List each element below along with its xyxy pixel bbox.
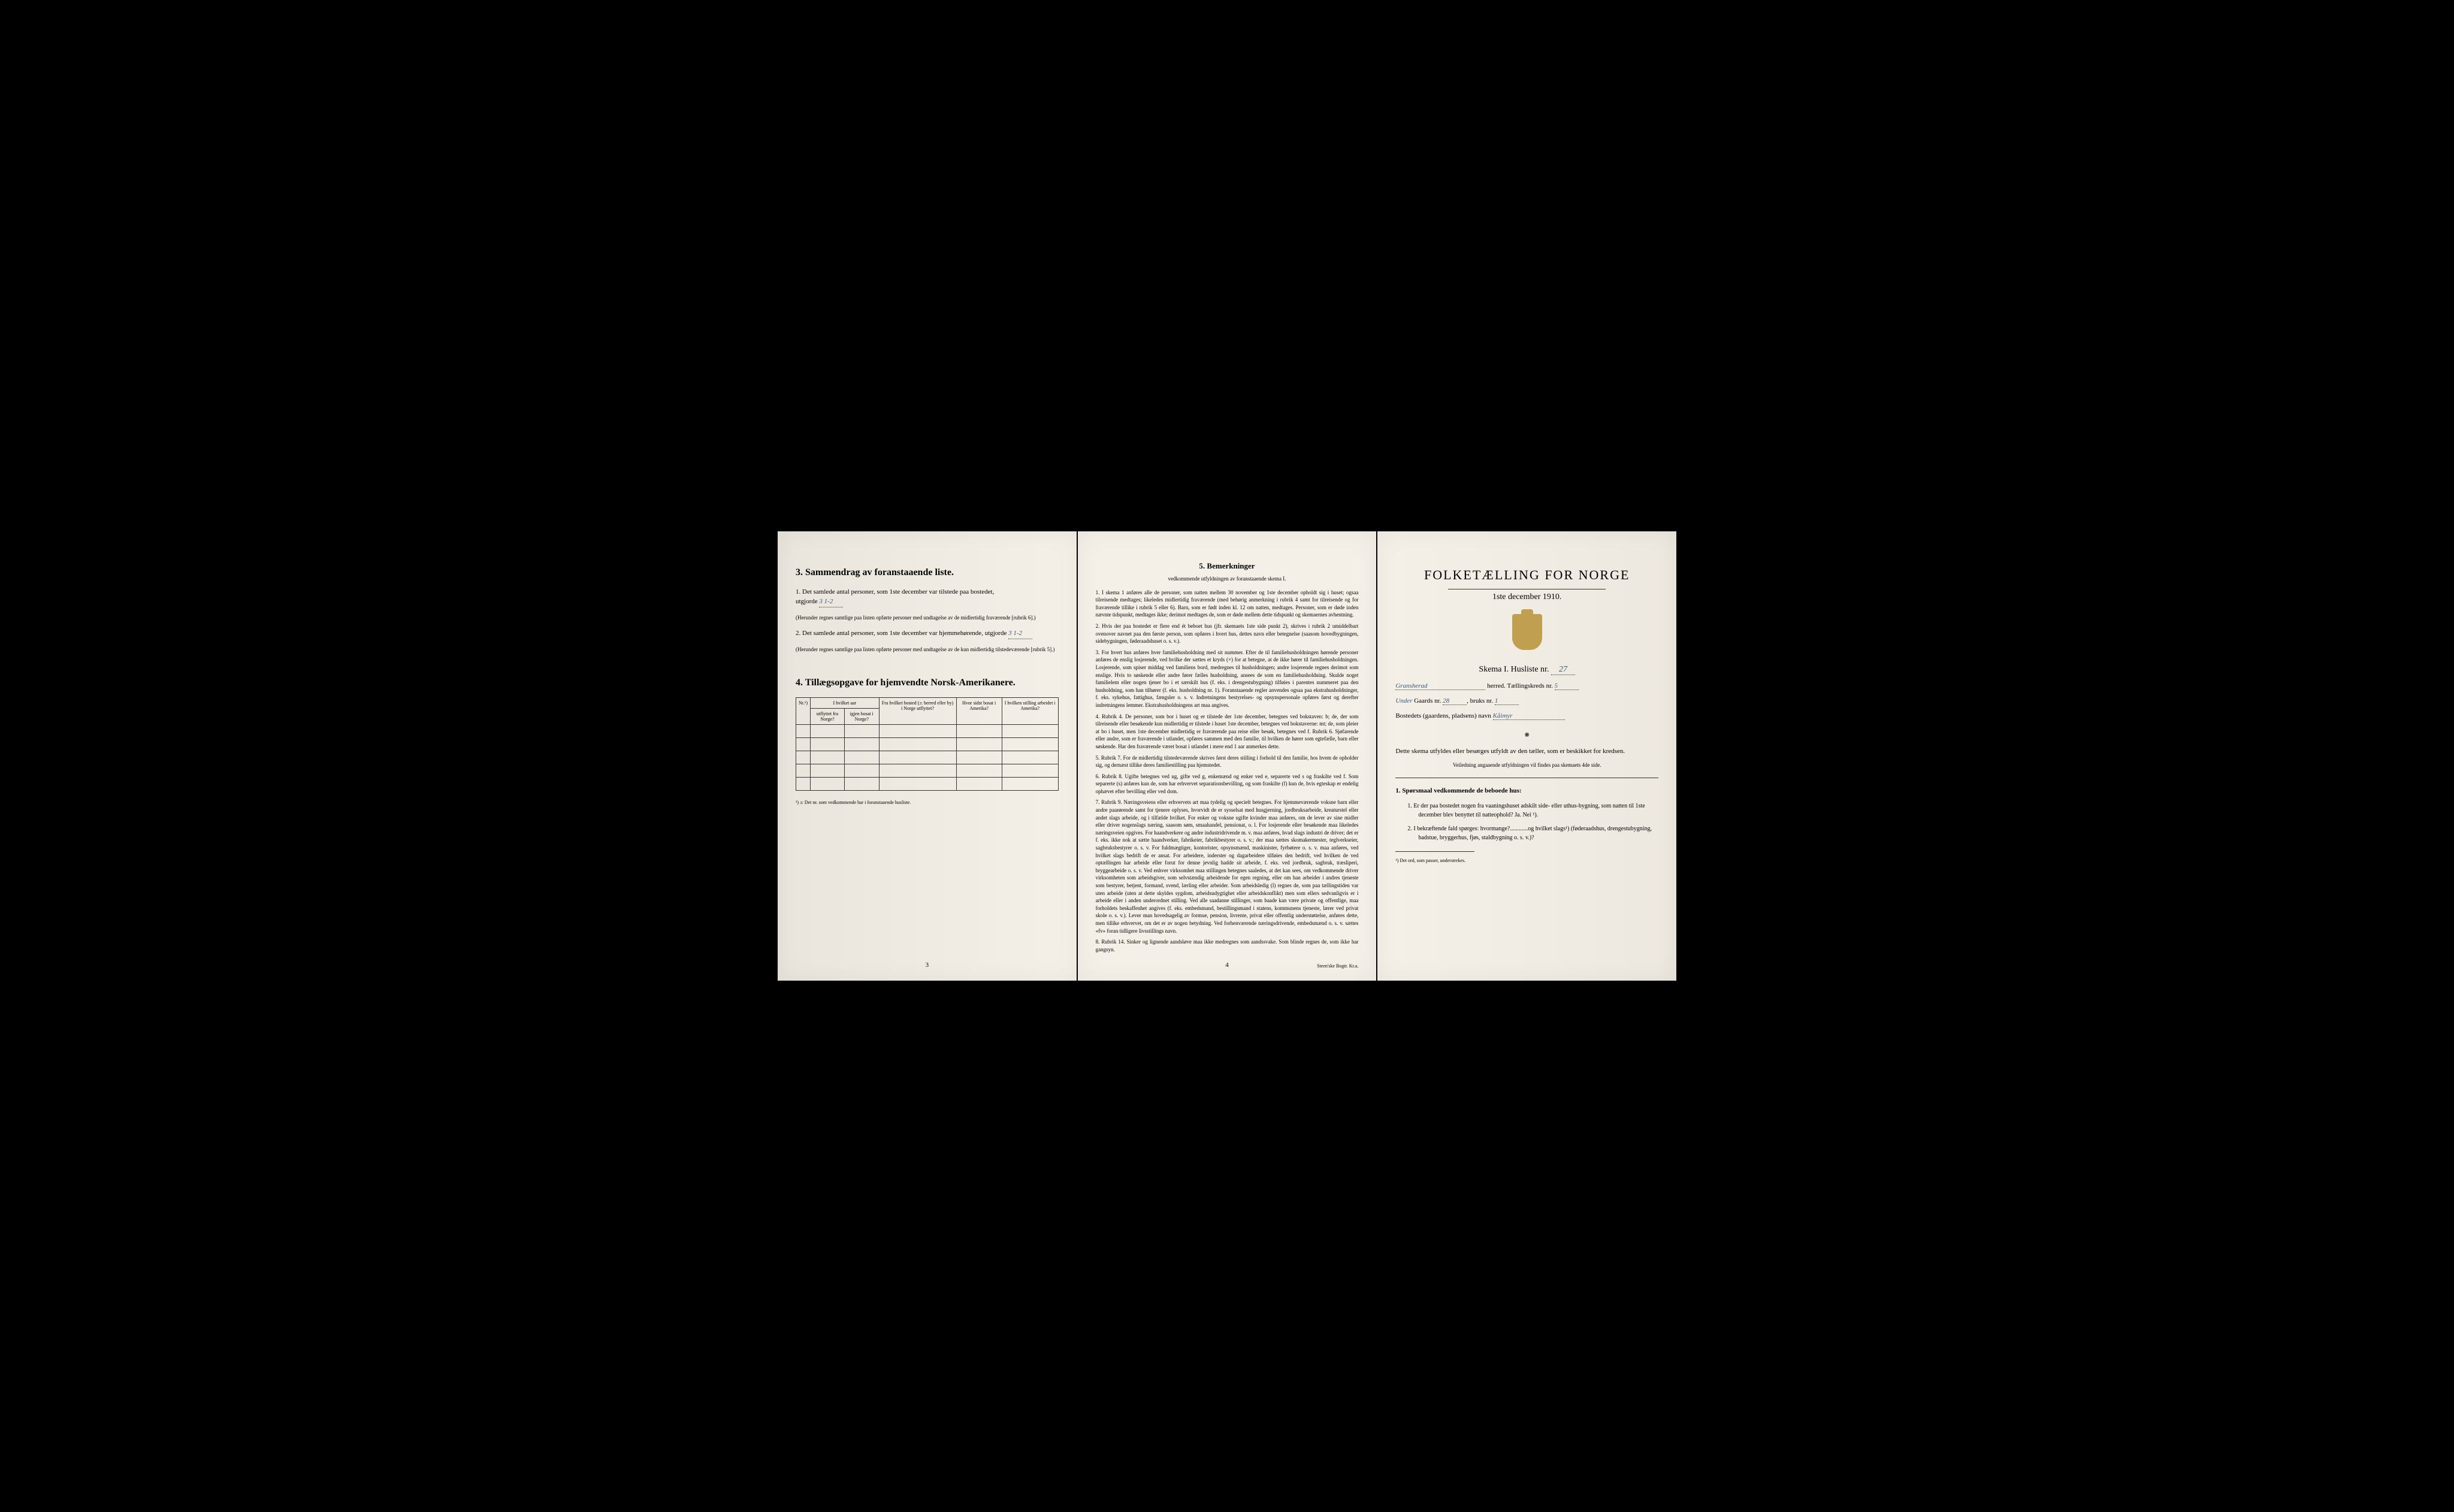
bruks-label: bruks nr. [1470, 697, 1494, 704]
table-row [796, 737, 1059, 751]
remark-7: 7. Rubrik 9. Næringsveiens eller erhverv… [1096, 799, 1359, 935]
page-4: 5. Bemerkninger vedkommende utfyldningen… [1078, 531, 1377, 981]
remark-4: 4. Rubrik 4. De personer, som bor i huse… [1096, 713, 1359, 751]
th-year: I hvilket aar [811, 697, 880, 708]
q1-title: 1. Spørsmaal vedkommende de beboede hus: [1395, 787, 1658, 794]
americans-table: Nr.¹) I hvilket aar Fra hvilket bosted (… [796, 697, 1059, 791]
gaard-prefix: Under [1395, 697, 1412, 704]
bosted-label: Bostedets (gaardens, pladsens) navn [1395, 712, 1491, 719]
th-returned: igjen bosat i Norge? [844, 708, 879, 724]
table-row [796, 764, 1059, 777]
item-2: 2. Det samlede antal personer, som 1ste … [796, 628, 1059, 639]
census-date: 1ste december 1910. [1395, 592, 1658, 602]
remark-1: 1. I skema 1 anføres alle de personer, s… [1096, 589, 1359, 619]
th-where: Hvor sidst bosat i Amerika? [956, 697, 1002, 724]
item2-note: (Herunder regnes samtlige paa listen opf… [796, 646, 1059, 654]
gaard-nr: 28 [1443, 697, 1467, 705]
table-row [796, 777, 1059, 790]
herred-label: herred. Tællingskreds nr. [1487, 682, 1553, 690]
printer-mark: Steen'ske Bogtr. Kr.a. [1317, 963, 1358, 969]
instruction: Dette skema utfyldes eller besørges utfy… [1395, 748, 1658, 755]
bruks-nr: 1 [1495, 697, 1519, 705]
section-3-title: 3. Sammendrag av foranstaaende liste. [796, 567, 1059, 578]
census-document: 3. Sammendrag av foranstaaende liste. 1.… [778, 531, 1676, 981]
question-1: 1. Er der paa bostedet nogen fra vaaning… [1407, 802, 1658, 819]
item-1: 1. Det samlede antal personer, som 1ste … [796, 587, 1059, 607]
th-emigrated: utflyttet fra Norge? [811, 708, 845, 724]
table-row [796, 724, 1059, 737]
remark-5: 5. Rubrik 7. For de midlertidig tilstede… [1096, 754, 1359, 769]
item2-value: 3 1-2 [1008, 628, 1032, 639]
remark-6: 6. Rubrik 8. Ugifte betegnes ved ug, gif… [1096, 773, 1359, 796]
page-title: FOLKETÆLLING FOR NORGE 1ste december 191… [1377, 531, 1676, 981]
remarks-list: 1. I skema 1 anføres alle de personer, s… [1096, 589, 1359, 954]
section-5-subtitle: vedkommende utfyldningen av foranstaaend… [1096, 576, 1359, 582]
section-4-title: 4. Tillægsopgave for hjemvendte Norsk-Am… [796, 678, 1059, 688]
bosted-value: Kåimyr [1493, 712, 1565, 720]
th-position: I hvilken stilling arbeidet i Amerika? [1002, 697, 1058, 724]
page-number: 3 [926, 961, 929, 969]
footnote-right: ¹) Det ord, som passer, understrekes. [1395, 858, 1658, 863]
herred-value: Gransherad [1395, 682, 1485, 690]
divider-icon: ❋ [1395, 732, 1658, 739]
husliste-nr: 27 [1551, 665, 1575, 675]
footnote-1: ¹) ɔ: Det nr. som vedkommende har i fora… [796, 800, 1059, 805]
kreds-nr: 5 [1555, 682, 1579, 690]
remark-2: 2. Hvis der paa bostedet er flere end ét… [1096, 622, 1359, 645]
item1-value: 3 1-2 [819, 597, 843, 607]
section-5-title: 5. Bemerkninger [1096, 561, 1359, 571]
table-row [796, 751, 1059, 764]
instruction-sub: Veiledning angaaende utfyldningen vil fi… [1395, 762, 1658, 769]
coat-of-arms-icon [1395, 614, 1658, 653]
item1-note: (Herunder regnes samtlige paa listen opf… [796, 615, 1059, 622]
page-number: 4 [1225, 961, 1229, 969]
page-3: 3. Sammendrag av foranstaaende liste. 1.… [778, 531, 1077, 981]
remark-3: 3. For hvert hus anføres hver familiehus… [1096, 649, 1359, 709]
question-2: 2. I bekræftende fald spørges: hvormange… [1407, 824, 1658, 842]
main-title: FOLKETÆLLING FOR NORGE [1395, 567, 1658, 583]
th-nr: Nr.¹) [796, 697, 811, 724]
remark-8: 8. Rubrik 14. Sinker og lignende aandslø… [1096, 938, 1359, 953]
th-from: Fra hvilket bosted (ɔ: herred eller by) … [879, 697, 956, 724]
gaard-label: Gaards nr. [1414, 697, 1441, 704]
skema-label: Skema I. Husliste nr. [1479, 665, 1549, 674]
